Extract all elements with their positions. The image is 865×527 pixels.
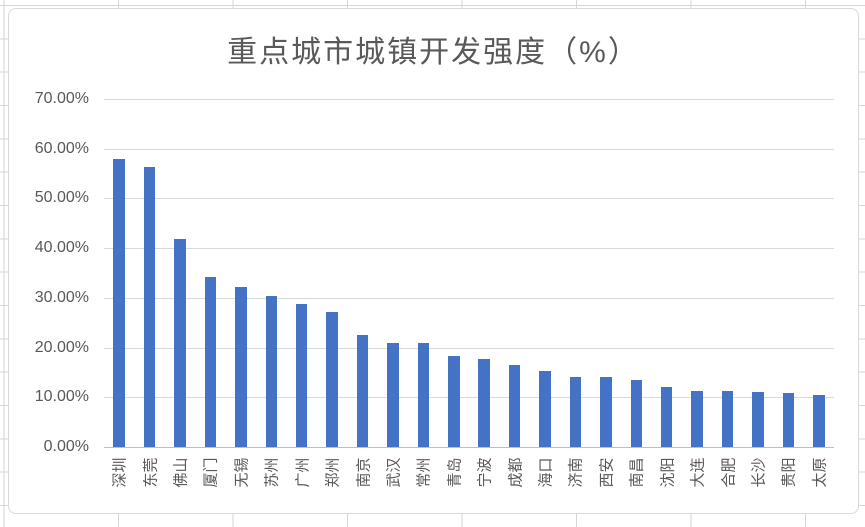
x-axis-category-label: 济南 — [567, 456, 585, 488]
x-axis-category-cell: 太原 — [804, 443, 834, 501]
bar-西安[interactable] — [600, 377, 612, 447]
bar-太原[interactable] — [813, 395, 825, 447]
x-axis-category-cell: 青岛 — [439, 443, 469, 501]
x-axis-category-label: 苏州 — [263, 456, 281, 488]
plot-area — [104, 99, 834, 448]
bar-苏州[interactable] — [265, 295, 278, 447]
x-axis-category-label: 西安 — [598, 456, 616, 488]
x-axis-category-label: 大连 — [689, 456, 707, 488]
x-axis-category-label: 合肥 — [720, 456, 738, 488]
x-axis-category-cell: 济南 — [560, 443, 590, 501]
y-axis-tick-label: 60.00% — [34, 139, 89, 157]
x-axis-category-cell: 长沙 — [743, 443, 773, 501]
x-axis-category-label: 南昌 — [628, 456, 646, 488]
x-axis-category-label: 青岛 — [446, 456, 464, 488]
y-axis-tick-label: 0.00% — [43, 438, 89, 455]
bar-济南[interactable] — [569, 376, 582, 447]
x-axis-category-cell: 沈阳 — [652, 443, 682, 501]
bar-南昌[interactable] — [630, 380, 643, 447]
x-axis-category-label: 厦门 — [202, 456, 220, 488]
bar-大连[interactable] — [691, 390, 703, 447]
bar-长沙[interactable] — [752, 392, 764, 447]
x-axis-category-cell: 南京 — [347, 443, 377, 501]
y-axis-tick-label: 70.00% — [34, 90, 89, 107]
y-axis-tick-label: 20.00% — [34, 338, 89, 356]
x-axis-category-cell: 大连 — [682, 443, 712, 501]
x-axis-category-cell: 郑州 — [317, 443, 347, 501]
bar-成都[interactable] — [508, 364, 521, 447]
x-axis-category-cell: 广州 — [287, 443, 317, 501]
x-axis-category-cell: 成都 — [499, 443, 529, 501]
x-axis-category-cell: 苏州 — [256, 443, 286, 501]
gridline — [104, 198, 834, 200]
x-axis-category-cell: 西安 — [591, 443, 621, 501]
y-axis-tick-label: 50.00% — [34, 189, 89, 207]
x-axis-category-label: 成都 — [507, 456, 525, 488]
x-axis-category-label: 武汉 — [385, 456, 403, 488]
x-axis-category-label: 南京 — [355, 456, 373, 488]
x-axis-category-label: 广州 — [294, 456, 312, 488]
x-axis-category-cell: 南昌 — [621, 443, 651, 501]
gridline — [104, 99, 834, 100]
chart-title: 重点城市城镇开发强度（%） — [227, 36, 640, 69]
y-axis-tick-label: 40.00% — [34, 239, 89, 257]
y-axis-tick-label: 30.00% — [34, 288, 89, 306]
x-axis-category-label: 无锡 — [233, 456, 251, 488]
x-axis-category-label: 贵阳 — [780, 456, 798, 488]
gridline — [104, 297, 834, 299]
x-axis-category-label: 常州 — [415, 456, 433, 488]
bar-海口[interactable] — [539, 371, 551, 447]
x-axis-category-cell: 佛山 — [165, 443, 195, 501]
x-axis-category-cell: 宁波 — [469, 443, 499, 501]
chart-object[interactable]: 重点城市城镇开发强度（%） 70.00% 60.00% 50.00% 40.00% 30… — [8, 8, 859, 514]
x-axis-category-label: 宁波 — [476, 456, 494, 488]
gridline — [104, 347, 834, 349]
bar-东莞[interactable] — [143, 167, 156, 447]
bar-无锡[interactable] — [235, 287, 247, 447]
gridline — [104, 248, 834, 250]
bar-广州[interactable] — [295, 304, 308, 447]
x-axis-category-label: 太原 — [811, 456, 829, 488]
bar-贵阳[interactable] — [782, 392, 795, 447]
bar-郑州[interactable] — [326, 312, 338, 447]
x-axis-category-cell: 常州 — [408, 443, 438, 501]
x-axis-category-label: 长沙 — [750, 456, 768, 488]
bar-青岛[interactable] — [448, 355, 460, 447]
x-axis-category-cell: 东莞 — [134, 443, 164, 501]
bar-深圳[interactable] — [113, 159, 125, 447]
bar-厦门[interactable] — [204, 276, 217, 447]
x-axis-category-label: 深圳 — [111, 456, 129, 488]
x-axis-category-cell: 贵阳 — [773, 443, 803, 501]
x-axis-category-cell: 武汉 — [378, 443, 408, 501]
bar-沈阳[interactable] — [660, 387, 673, 447]
x-axis-category-label: 海口 — [537, 456, 555, 488]
x-axis-category-label: 郑州 — [324, 456, 342, 488]
x-axis-category-cell: 无锡 — [226, 443, 256, 501]
bar-宁波[interactable] — [478, 358, 490, 447]
x-axis-category-cell: 合肥 — [712, 443, 742, 501]
x-axis-category-cell: 深圳 — [104, 443, 134, 501]
x-axis-category-cell: 厦门 — [195, 443, 225, 501]
x-axis-category-label: 佛山 — [172, 456, 190, 488]
gridline — [104, 397, 834, 399]
bar-南京[interactable] — [356, 334, 369, 447]
x-axis-category-cell: 海口 — [530, 443, 560, 501]
bar-武汉[interactable] — [387, 342, 399, 447]
bar-常州[interactable] — [417, 343, 430, 447]
bar-佛山[interactable] — [174, 238, 186, 447]
y-axis-tick-label: 10.00% — [34, 388, 89, 406]
x-axis-category-label: 东莞 — [142, 456, 160, 488]
gridline — [104, 148, 834, 150]
x-axis-category-label: 沈阳 — [659, 456, 677, 488]
bar-合肥[interactable] — [721, 391, 734, 447]
